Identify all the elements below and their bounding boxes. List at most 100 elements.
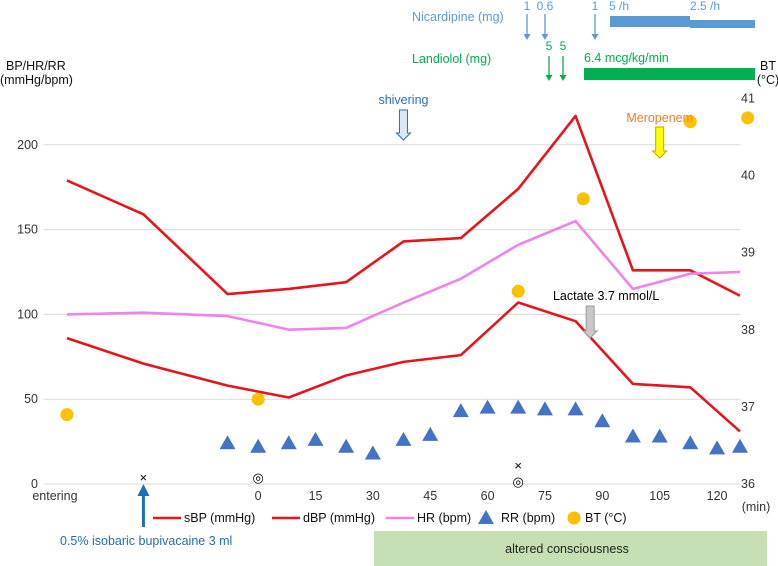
landiolol-bolus-1: 5 [560, 39, 567, 53]
bt-point-5 [741, 111, 755, 125]
nicardipine-bolus-arrow-1-head [541, 34, 549, 40]
x-tick-45: 45 [423, 489, 437, 503]
nicardipine-bolus-arrow-2 [591, 14, 599, 40]
nicardipine-infusion-rate-1: 5 /h [609, 0, 629, 13]
rr-point-0 [219, 435, 236, 450]
shivering-arrow [395, 109, 412, 141]
nicardipine-label: Nicardipine (mg) [412, 10, 504, 24]
left-axis-unit: (mmHg/bpm) [0, 73, 73, 87]
shivering-label: shivering [378, 93, 428, 107]
right-tick-41: 41 [741, 92, 755, 106]
landiolol-bolus-arrow-0 [545, 56, 553, 81]
right-tick-37: 37 [741, 400, 755, 414]
legend: sBP (mmHg) dBP (mmHg) HR (bpm) RR (bpm) BT (… [153, 510, 627, 525]
rr-point-7 [422, 426, 439, 441]
infusion-bars: Nicardipine (mg) 5 /h 2.5 /h 1 0.6 1 Landiolol… [412, 0, 755, 81]
x-tick-120: 120 [707, 489, 728, 503]
series-line-1 [66, 301, 741, 433]
nicardipine-infusion-bar-1 [610, 16, 690, 27]
rr-point-10 [510, 399, 527, 414]
meropenem-label: Meropenem [626, 111, 693, 125]
event-marker-1: ◎ [252, 470, 263, 485]
landiolol-bolus-arrow-0-head [545, 75, 553, 81]
nicardipine-bolus-arrow-2-head [591, 34, 599, 40]
bt-point-2 [511, 284, 525, 298]
rr-point-6 [395, 431, 412, 446]
rr-point-18 [732, 438, 748, 453]
x-tick-entering: entering [32, 489, 77, 503]
gridlines [44, 144, 740, 400]
nicardipine-bolus-0: 1 [524, 0, 531, 13]
nicardipine-infusion-rate-2: 2.5 /h [690, 0, 720, 13]
series-line-2 [66, 219, 741, 331]
rr-point-13 [594, 413, 611, 428]
right-tick-39: 39 [741, 246, 755, 260]
consciousness-bar [374, 531, 767, 566]
rr-point-2 [280, 435, 297, 450]
bupivacaine-label: 0.5% isobaric bupivacaine 3 ml [60, 534, 232, 548]
legend-label-3: RR (bpm) [501, 511, 555, 525]
x-tick-15: 15 [309, 489, 323, 503]
left-tick-0: 0 [31, 477, 38, 491]
bupivacaine-arrow-head [137, 484, 150, 496]
x-unit-label: (min) [742, 500, 770, 514]
event-marker-3: ◎ [513, 474, 524, 489]
meropenem-arrow [651, 126, 668, 159]
nicardipine-bolus-arrow-1 [541, 14, 549, 40]
rr-point-9 [479, 399, 496, 414]
landiolol-infusion-bar [584, 68, 755, 80]
rr-point-8 [452, 403, 469, 418]
lactate-label: Lactate 3.7 mmol/L [553, 289, 659, 303]
right-tick-36: 36 [741, 477, 755, 491]
landiolol-bolus-arrow-1 [559, 56, 567, 81]
legend-label-4: BT (°C) [585, 511, 627, 525]
left-tick-200: 200 [17, 138, 38, 152]
left-tick-50: 50 [24, 392, 38, 406]
legend-label-1: dBP (mmHg) [303, 511, 375, 525]
rr-point-14 [624, 428, 641, 443]
left-tick-150: 150 [17, 223, 38, 237]
nicardipine-bolus-arrow-0 [523, 14, 531, 40]
event-marker-0: × [140, 470, 148, 485]
landiolol-bolus-0: 5 [546, 39, 553, 53]
nicardipine-bolus-2: 1 [592, 0, 599, 13]
bt-point-0 [60, 408, 74, 422]
nicardipine-infusion-bar-2 [690, 20, 755, 28]
rr-point-3 [307, 431, 324, 446]
consciousness-label: altered consciousness [505, 542, 629, 556]
landiolol-infusion-rate: 6.4 mcg/kg/min [584, 51, 669, 65]
right-tick-40: 40 [741, 169, 755, 183]
event-marker-2: × [514, 458, 522, 473]
rr-point-4 [338, 438, 355, 453]
right-axis-unit: (°C) [757, 73, 778, 87]
rr-point-15 [651, 428, 668, 443]
legend-marker-3 [478, 510, 494, 524]
lactate-arrow [581, 305, 599, 339]
rr-point-11 [536, 401, 553, 416]
x-tick-60: 60 [481, 489, 495, 503]
nicardipine-bolus-1: 0.6 [537, 0, 554, 13]
legend-label-2: HR (bpm) [417, 511, 471, 525]
landiolol-bolus-arrow-1-head [559, 75, 567, 81]
bt-point-4 [683, 115, 697, 129]
rr-point-17 [709, 440, 726, 455]
rr-point-16 [682, 435, 699, 450]
right-axis-label: BT [760, 59, 776, 73]
rr-point-5 [364, 445, 381, 460]
legend-label-0: sBP (mmHg) [184, 511, 255, 525]
right-tick-38: 38 [741, 323, 755, 337]
data-marks [60, 111, 755, 460]
left-axis-label: BP/HR/RR [6, 59, 66, 73]
series-line-0 [66, 114, 741, 297]
x-tick-75: 75 [538, 489, 552, 503]
bt-point-1 [251, 392, 265, 406]
x-tick-0: 0 [255, 489, 262, 503]
nicardipine-bolus-arrow-0-head [523, 34, 531, 40]
landiolol-label: Landiolol (mg) [412, 52, 491, 66]
rr-point-12 [567, 401, 584, 416]
left-tick-100: 100 [17, 307, 38, 321]
x-tick-90: 90 [595, 489, 609, 503]
x-tick-30: 30 [366, 489, 380, 503]
